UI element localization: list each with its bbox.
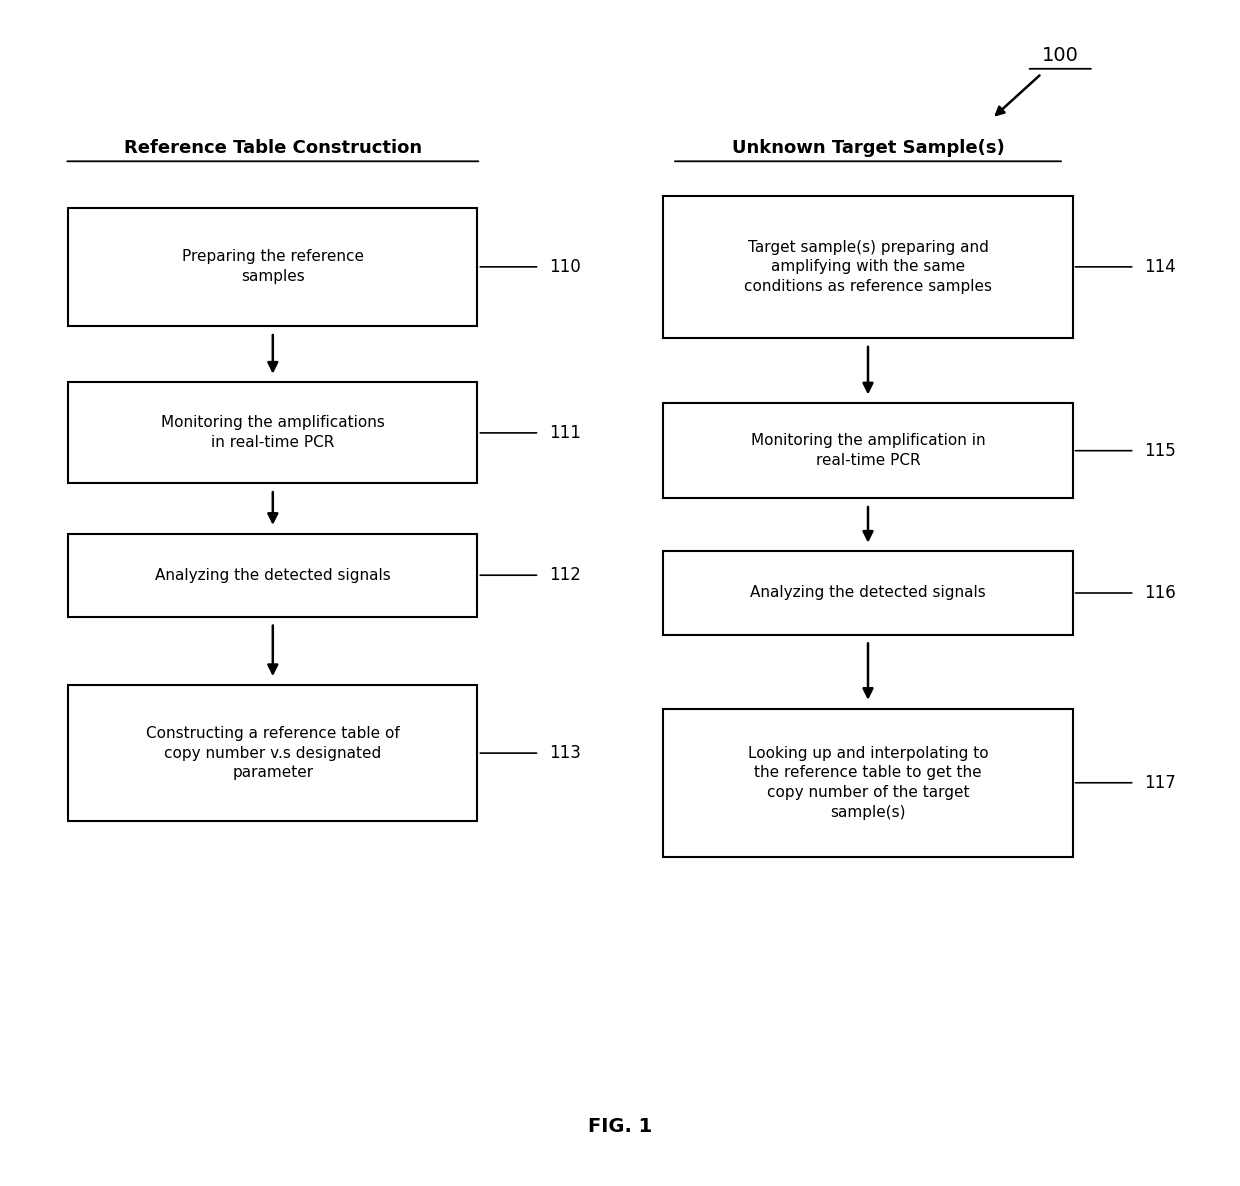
Text: Target sample(s) preparing and
amplifying with the same
conditions as reference : Target sample(s) preparing and amplifyin…: [744, 240, 992, 294]
Text: Monitoring the amplification in
real-time PCR: Monitoring the amplification in real-tim…: [750, 433, 986, 468]
Text: 114: 114: [1145, 257, 1177, 276]
FancyBboxPatch shape: [68, 382, 477, 484]
Text: 112: 112: [549, 566, 582, 585]
FancyBboxPatch shape: [663, 403, 1073, 498]
FancyBboxPatch shape: [68, 534, 477, 617]
Text: 116: 116: [1145, 584, 1177, 602]
Text: 110: 110: [549, 257, 582, 276]
FancyBboxPatch shape: [663, 709, 1073, 856]
Text: FIG. 1: FIG. 1: [588, 1117, 652, 1136]
Text: 117: 117: [1145, 773, 1177, 792]
Text: Monitoring the amplifications
in real-time PCR: Monitoring the amplifications in real-ti…: [161, 415, 384, 451]
Text: Unknown Target Sample(s): Unknown Target Sample(s): [732, 139, 1004, 158]
Text: Constructing a reference table of
copy number v.s designated
parameter: Constructing a reference table of copy n…: [146, 726, 399, 780]
Text: Analyzing the detected signals: Analyzing the detected signals: [155, 568, 391, 582]
Text: 113: 113: [549, 744, 582, 763]
Text: Preparing the reference
samples: Preparing the reference samples: [182, 249, 363, 285]
Text: Reference Table Construction: Reference Table Construction: [124, 139, 422, 158]
FancyBboxPatch shape: [663, 196, 1073, 338]
FancyBboxPatch shape: [663, 551, 1073, 635]
Text: 111: 111: [549, 423, 582, 442]
Text: Looking up and interpolating to
the reference table to get the
copy number of th: Looking up and interpolating to the refe…: [748, 746, 988, 820]
Text: Analyzing the detected signals: Analyzing the detected signals: [750, 586, 986, 600]
FancyBboxPatch shape: [68, 208, 477, 326]
FancyBboxPatch shape: [68, 686, 477, 821]
Text: 100: 100: [1042, 46, 1079, 65]
Text: 115: 115: [1145, 441, 1177, 460]
